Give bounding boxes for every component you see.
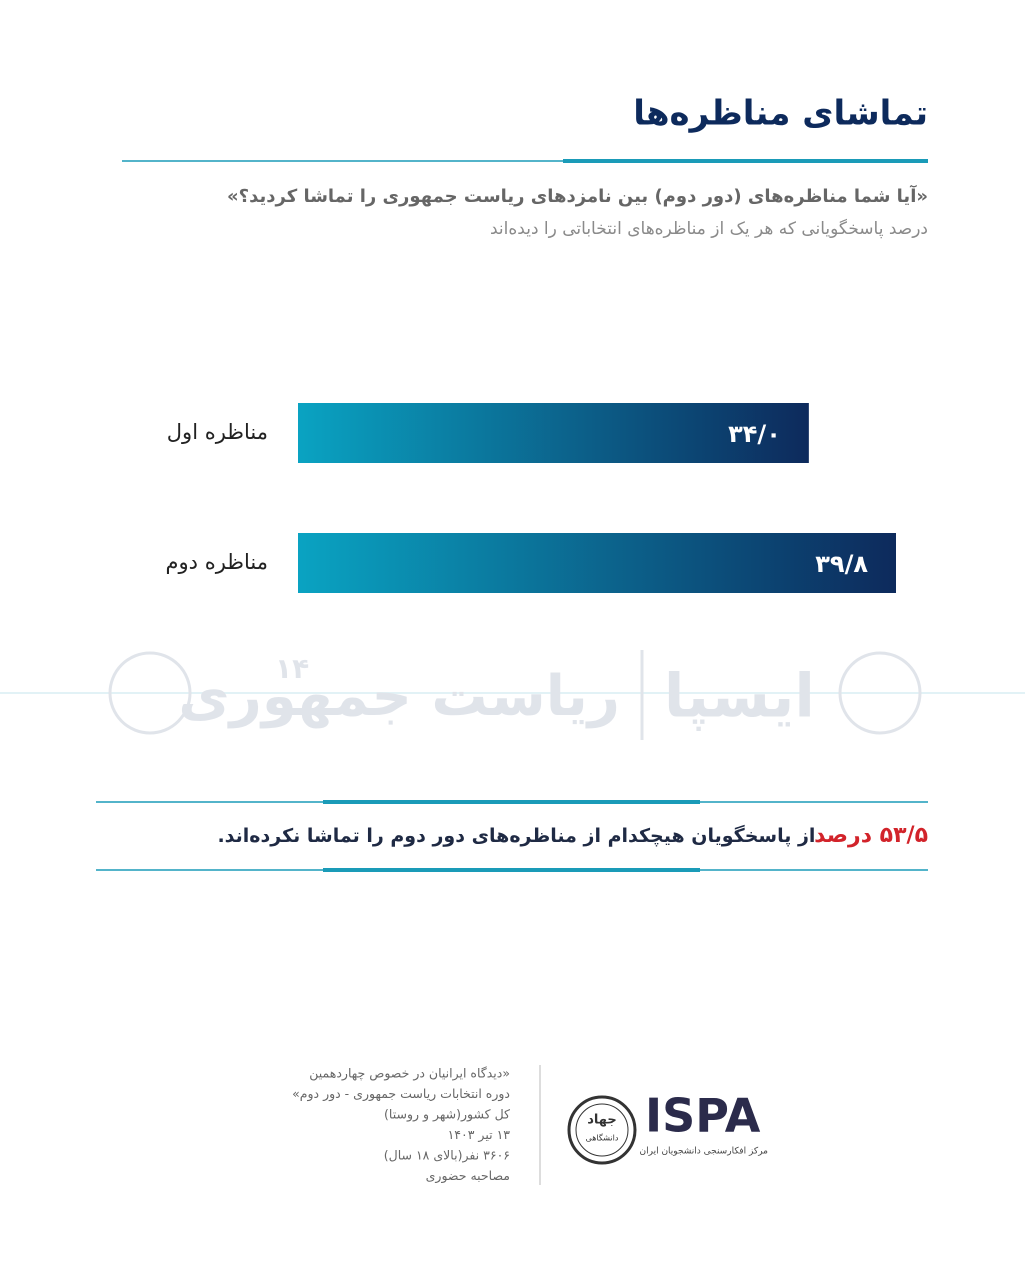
watermark-text: ۱۴ [275,652,309,685]
ornament [108,651,192,735]
footer-note: دوره انتخابات ریاست جمهوری - دور دوم» [292,1086,510,1102]
footer-note: کل کشور(شهر و روستا) [384,1107,510,1123]
highlight-text: از پاسخگویان هیچکدام از مناظره‌های دور د… [217,824,815,847]
category-label: مناظره اول [167,420,268,444]
highlight: ۵۳/۵ درصد از پاسخگویان هیچکدام از مناظره… [217,823,928,848]
footer-note: ۳۶۰۶ نفر(بالای ۱۸ سال) [384,1148,510,1164]
watermark-text: ایسپا [664,662,815,732]
logo-text: دانشگاهی [586,1133,619,1143]
value-label: ۳۹/۸ [815,550,868,578]
subtitle: درصد پاسخگویانی که هر یک از مناظره‌های ا… [490,218,928,239]
category-label: مناظره دوم [166,550,268,574]
footer-notes: «دیدگاه ایرانیان در خصوص چهاردهمین دوره ا… [292,1066,510,1185]
watermark-text: ریاست جمهوری [178,664,620,729]
ornament [838,651,922,735]
watermark: ایسپا ریاست جمهوری ۱۴ [0,650,1025,740]
brand: ISPA [645,1089,761,1143]
bar [298,403,809,463]
chart-title: تماشای مناظره‌ها [633,94,928,134]
footer-note: مصاحبه حضوری [426,1168,510,1184]
value-label: ۳۴/۰ [728,420,781,448]
bar [298,533,896,593]
logo [567,1095,637,1165]
brand-subtitle: مرکز افکارسنجی دانشجویان ایران [640,1147,769,1157]
footer-note: ۱۳ تیر ۱۴۰۳ [448,1127,511,1143]
highlight-number: ۵۳/۵ درصد [814,823,928,848]
question: «آیا شما مناظره‌های (دور دوم) بین نامزده… [227,184,928,207]
footer-note: «دیدگاه ایرانیان در خصوص چهاردهمین [309,1066,510,1082]
logo-text: جهاد [587,1113,617,1128]
logo [575,1103,629,1157]
